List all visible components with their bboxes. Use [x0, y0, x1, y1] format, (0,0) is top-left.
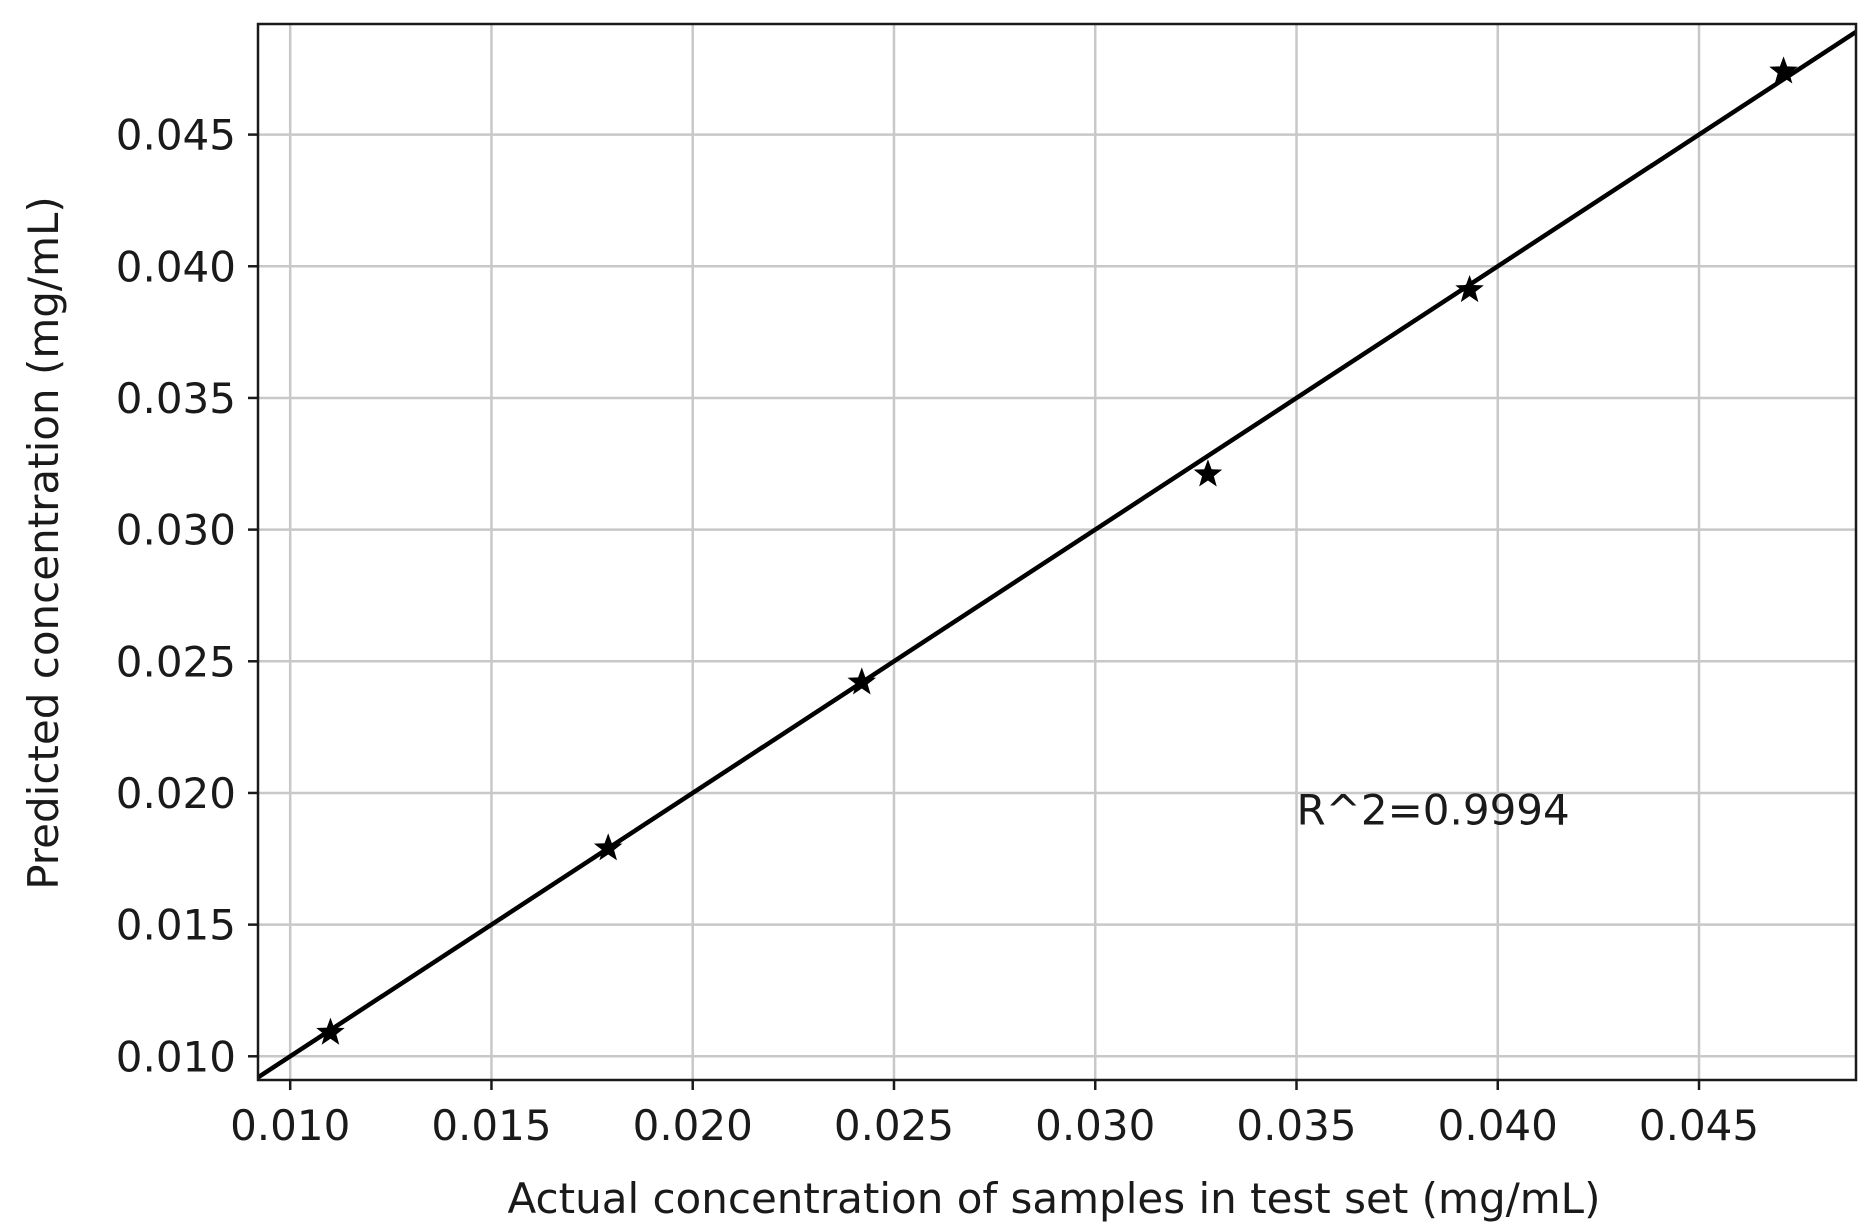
x-tick-label: 0.015 — [431, 1101, 551, 1150]
x-tick-label: 0.020 — [633, 1101, 753, 1150]
y-tick-label: 0.035 — [116, 374, 236, 423]
y-tick-label: 0.015 — [116, 901, 236, 950]
y-tick-label: 0.020 — [116, 769, 236, 818]
y-axis-ticks: 0.010 0.015 0.020 0.025 0.030 0.035 0.040 0.045 — [116, 111, 258, 1081]
y-tick-label: 0.010 — [116, 1032, 236, 1081]
x-tick-label: 0.025 — [834, 1101, 954, 1150]
y-tick-label: 0.040 — [116, 242, 236, 291]
fit-line — [256, 30, 1858, 1080]
x-tick-label: 0.040 — [1438, 1101, 1558, 1150]
fit-line-group — [256, 30, 1858, 1080]
x-tick-label: 0.035 — [1236, 1101, 1356, 1150]
axes-frame — [256, 22, 1858, 1082]
data-point-star — [1455, 274, 1484, 303]
data-point-star — [847, 667, 877, 695]
grid — [258, 24, 1856, 1080]
x-axis-ticks: 0.010 0.015 0.020 0.025 0.030 0.035 0.040 0.045 — [230, 1080, 1759, 1150]
r-squared-annotation: R^2=0.9994 — [1296, 786, 1569, 835]
y-axis-label: Predicted concentration (mg/mL) — [19, 196, 68, 890]
data-point-star — [1769, 56, 1798, 84]
annotations: R^2=0.9994 — [1296, 786, 1569, 835]
data-point-star — [316, 1017, 345, 1045]
x-tick-label: 0.010 — [230, 1101, 350, 1150]
data-points — [316, 56, 1798, 1045]
x-tick-label: 0.045 — [1639, 1101, 1759, 1150]
data-point-star — [1193, 459, 1223, 487]
y-tick-label: 0.025 — [116, 637, 236, 686]
plot-frame — [256, 22, 1858, 1082]
y-tick-label: 0.045 — [116, 111, 236, 160]
x-tick-label: 0.030 — [1035, 1101, 1155, 1150]
x-axis-label: Actual concentration of samples in test … — [508, 1174, 1601, 1223]
y-tick-label: 0.030 — [116, 506, 236, 555]
data-point-star — [593, 833, 623, 861]
